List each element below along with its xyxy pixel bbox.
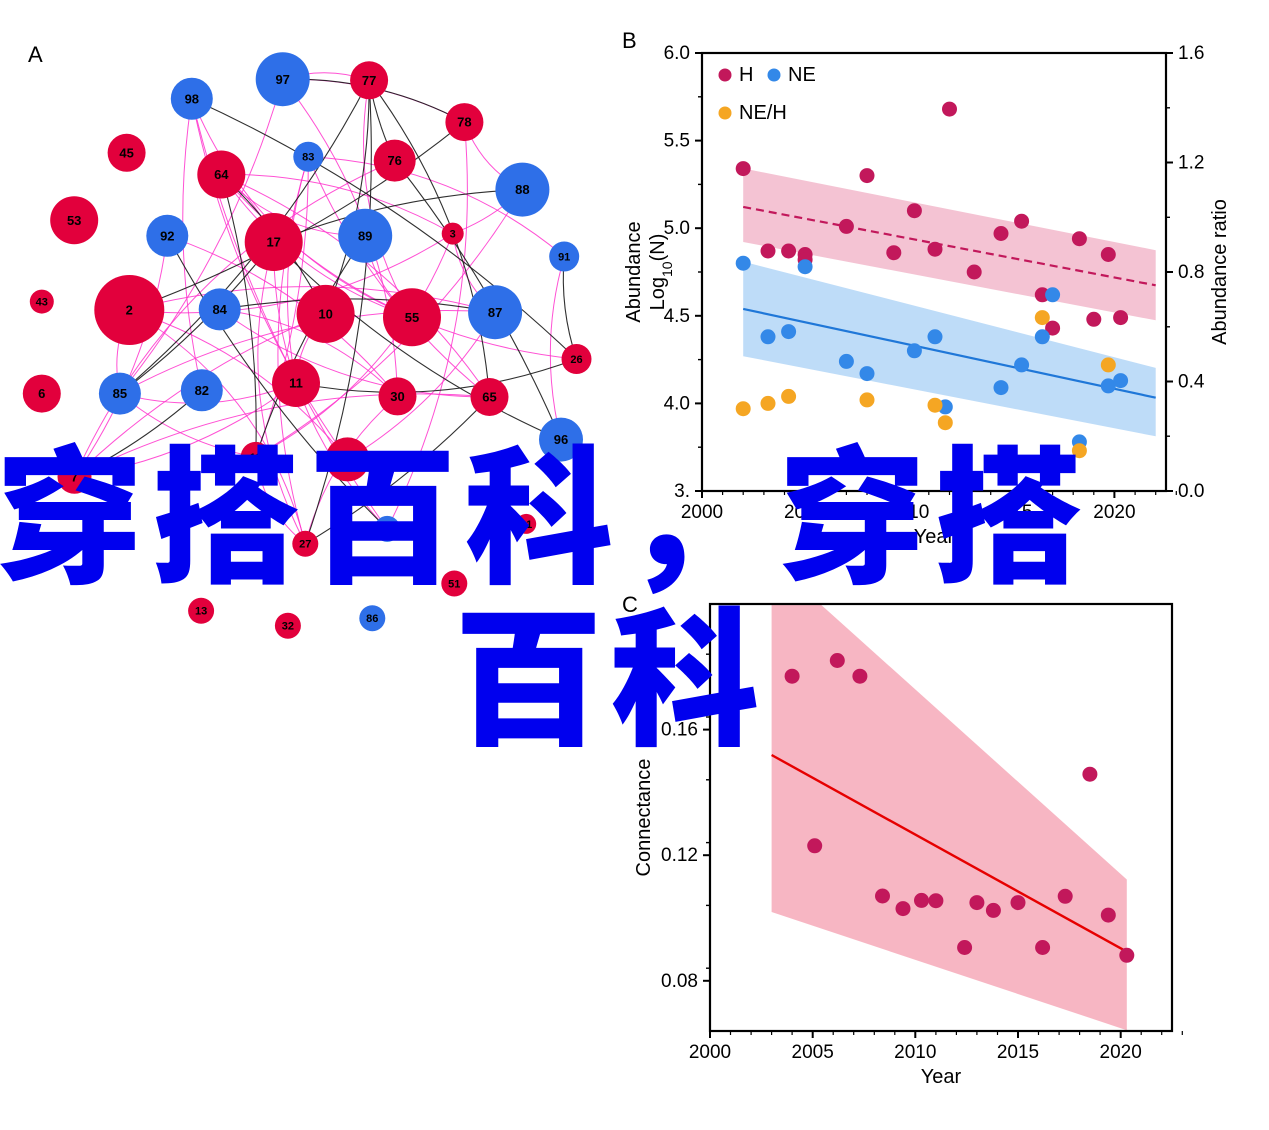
svg-text:3: 3: [450, 228, 456, 240]
svg-text:6: 6: [38, 386, 45, 401]
svg-text:0.12: 0.12: [661, 845, 698, 866]
svg-text:97: 97: [275, 72, 289, 87]
svg-text:98: 98: [185, 91, 199, 106]
svg-text:7: 7: [71, 469, 78, 484]
svg-text:78: 78: [457, 115, 471, 130]
svg-text:27: 27: [299, 539, 311, 551]
svg-text:NE: NE: [788, 64, 816, 86]
svg-text:4.0: 4.0: [664, 393, 690, 414]
svg-text:2015: 2015: [997, 1042, 1039, 1063]
svg-text:2000: 2000: [689, 1042, 731, 1063]
svg-text:13: 13: [195, 606, 207, 618]
svg-text:2005: 2005: [784, 502, 826, 523]
svg-text:0.08: 0.08: [661, 971, 698, 992]
svg-text:95: 95: [381, 524, 393, 536]
svg-text:88: 88: [515, 182, 529, 197]
svg-text:51: 51: [448, 578, 460, 590]
svg-text:1.6: 1.6: [1178, 43, 1204, 64]
svg-text:84: 84: [212, 302, 227, 317]
svg-text:55: 55: [405, 310, 419, 325]
svg-text:43: 43: [36, 296, 48, 308]
svg-text:1: 1: [344, 452, 351, 467]
svg-text:82: 82: [195, 383, 209, 398]
svg-text:32: 32: [282, 621, 294, 633]
svg-text:91: 91: [558, 251, 570, 263]
svg-text:0.8: 0.8: [1178, 262, 1204, 283]
svg-text:Log10(N): Log10(N): [647, 234, 675, 311]
svg-text:NE/H: NE/H: [739, 102, 787, 124]
svg-text:5.5: 5.5: [664, 131, 690, 152]
svg-text:2: 2: [126, 303, 133, 318]
svg-text:87: 87: [488, 305, 502, 320]
svg-text:6.0: 6.0: [664, 43, 690, 64]
svg-text:89: 89: [358, 228, 372, 243]
svg-text:0.4: 0.4: [1178, 372, 1205, 393]
svg-text:2020: 2020: [1100, 1042, 1142, 1063]
svg-text:2020: 2020: [1093, 502, 1135, 523]
svg-text:H: H: [739, 64, 753, 86]
svg-text:21: 21: [520, 519, 532, 531]
svg-text:86: 86: [366, 613, 378, 625]
svg-text:Year: Year: [914, 526, 955, 548]
svg-text:Abundance ratio: Abundance ratio: [1209, 199, 1231, 345]
svg-text:65: 65: [482, 390, 496, 405]
svg-text:12: 12: [250, 452, 262, 464]
svg-text:2010: 2010: [887, 502, 929, 523]
svg-text:0.0: 0.0: [1178, 481, 1204, 502]
svg-text:0.16: 0.16: [661, 720, 698, 741]
svg-text:2005: 2005: [792, 1042, 834, 1063]
svg-text:1.2: 1.2: [1178, 153, 1204, 174]
svg-text:10: 10: [318, 306, 332, 321]
svg-text:92: 92: [160, 228, 174, 243]
svg-text:Year: Year: [921, 1066, 962, 1088]
svg-text:11: 11: [289, 376, 303, 391]
svg-text:2000: 2000: [681, 502, 723, 523]
svg-text:26: 26: [570, 354, 582, 366]
svg-text:2015: 2015: [990, 502, 1032, 523]
svg-text:76: 76: [387, 153, 401, 168]
svg-text:Abundance: Abundance: [623, 221, 645, 322]
svg-text:17: 17: [266, 235, 280, 250]
svg-text:Connectance: Connectance: [633, 759, 655, 877]
svg-text:3.: 3.: [674, 481, 690, 502]
svg-text:83: 83: [302, 152, 314, 164]
svg-text:64: 64: [214, 167, 229, 182]
svg-text:2010: 2010: [894, 1042, 936, 1063]
svg-text:53: 53: [67, 213, 81, 228]
svg-text:30: 30: [390, 389, 404, 404]
svg-text:45: 45: [119, 145, 133, 160]
svg-text:77: 77: [362, 73, 376, 88]
svg-text:85: 85: [113, 386, 127, 401]
svg-text:96: 96: [554, 432, 568, 447]
